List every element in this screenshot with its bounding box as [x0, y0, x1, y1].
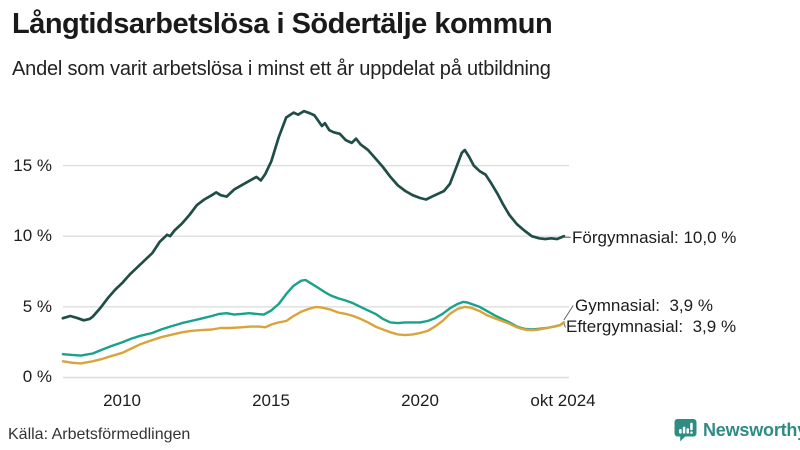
- bar-chart-speech-bubble-icon: [674, 418, 697, 442]
- x-tick-2015: 2015: [252, 391, 290, 410]
- series-label-gymnasial: Gymnasial: 3,9 %: [575, 296, 713, 315]
- source-attribution: Källa: Arbetsförmedlingen: [8, 426, 191, 443]
- y-tick-0: 0 %: [22, 367, 52, 386]
- series-label-forgymnasial: Förgymnasial: 10,0 %: [572, 228, 737, 247]
- page-subtitle: Andel som varit arbetslösa i minst ett å…: [12, 58, 551, 80]
- page-title: Långtidsarbetslösa i Södertälje kommun: [12, 8, 553, 40]
- series-label-eftergymnasial: Eftergymnasial: 3,9 %: [566, 317, 737, 336]
- x-tick-2010: 2010: [103, 391, 141, 410]
- y-tick-15: 15 %: [13, 156, 52, 175]
- y-tick-10: 10 %: [13, 226, 52, 245]
- newsworthy-logo[interactable]: Newsworthy: [674, 418, 800, 442]
- x-tick-2020: 2020: [401, 391, 439, 410]
- newsworthy-wordmark: Newsworthy: [703, 419, 800, 440]
- x-tick-okt-2024: okt 2024: [530, 391, 596, 410]
- y-tick-5: 5 %: [22, 297, 52, 316]
